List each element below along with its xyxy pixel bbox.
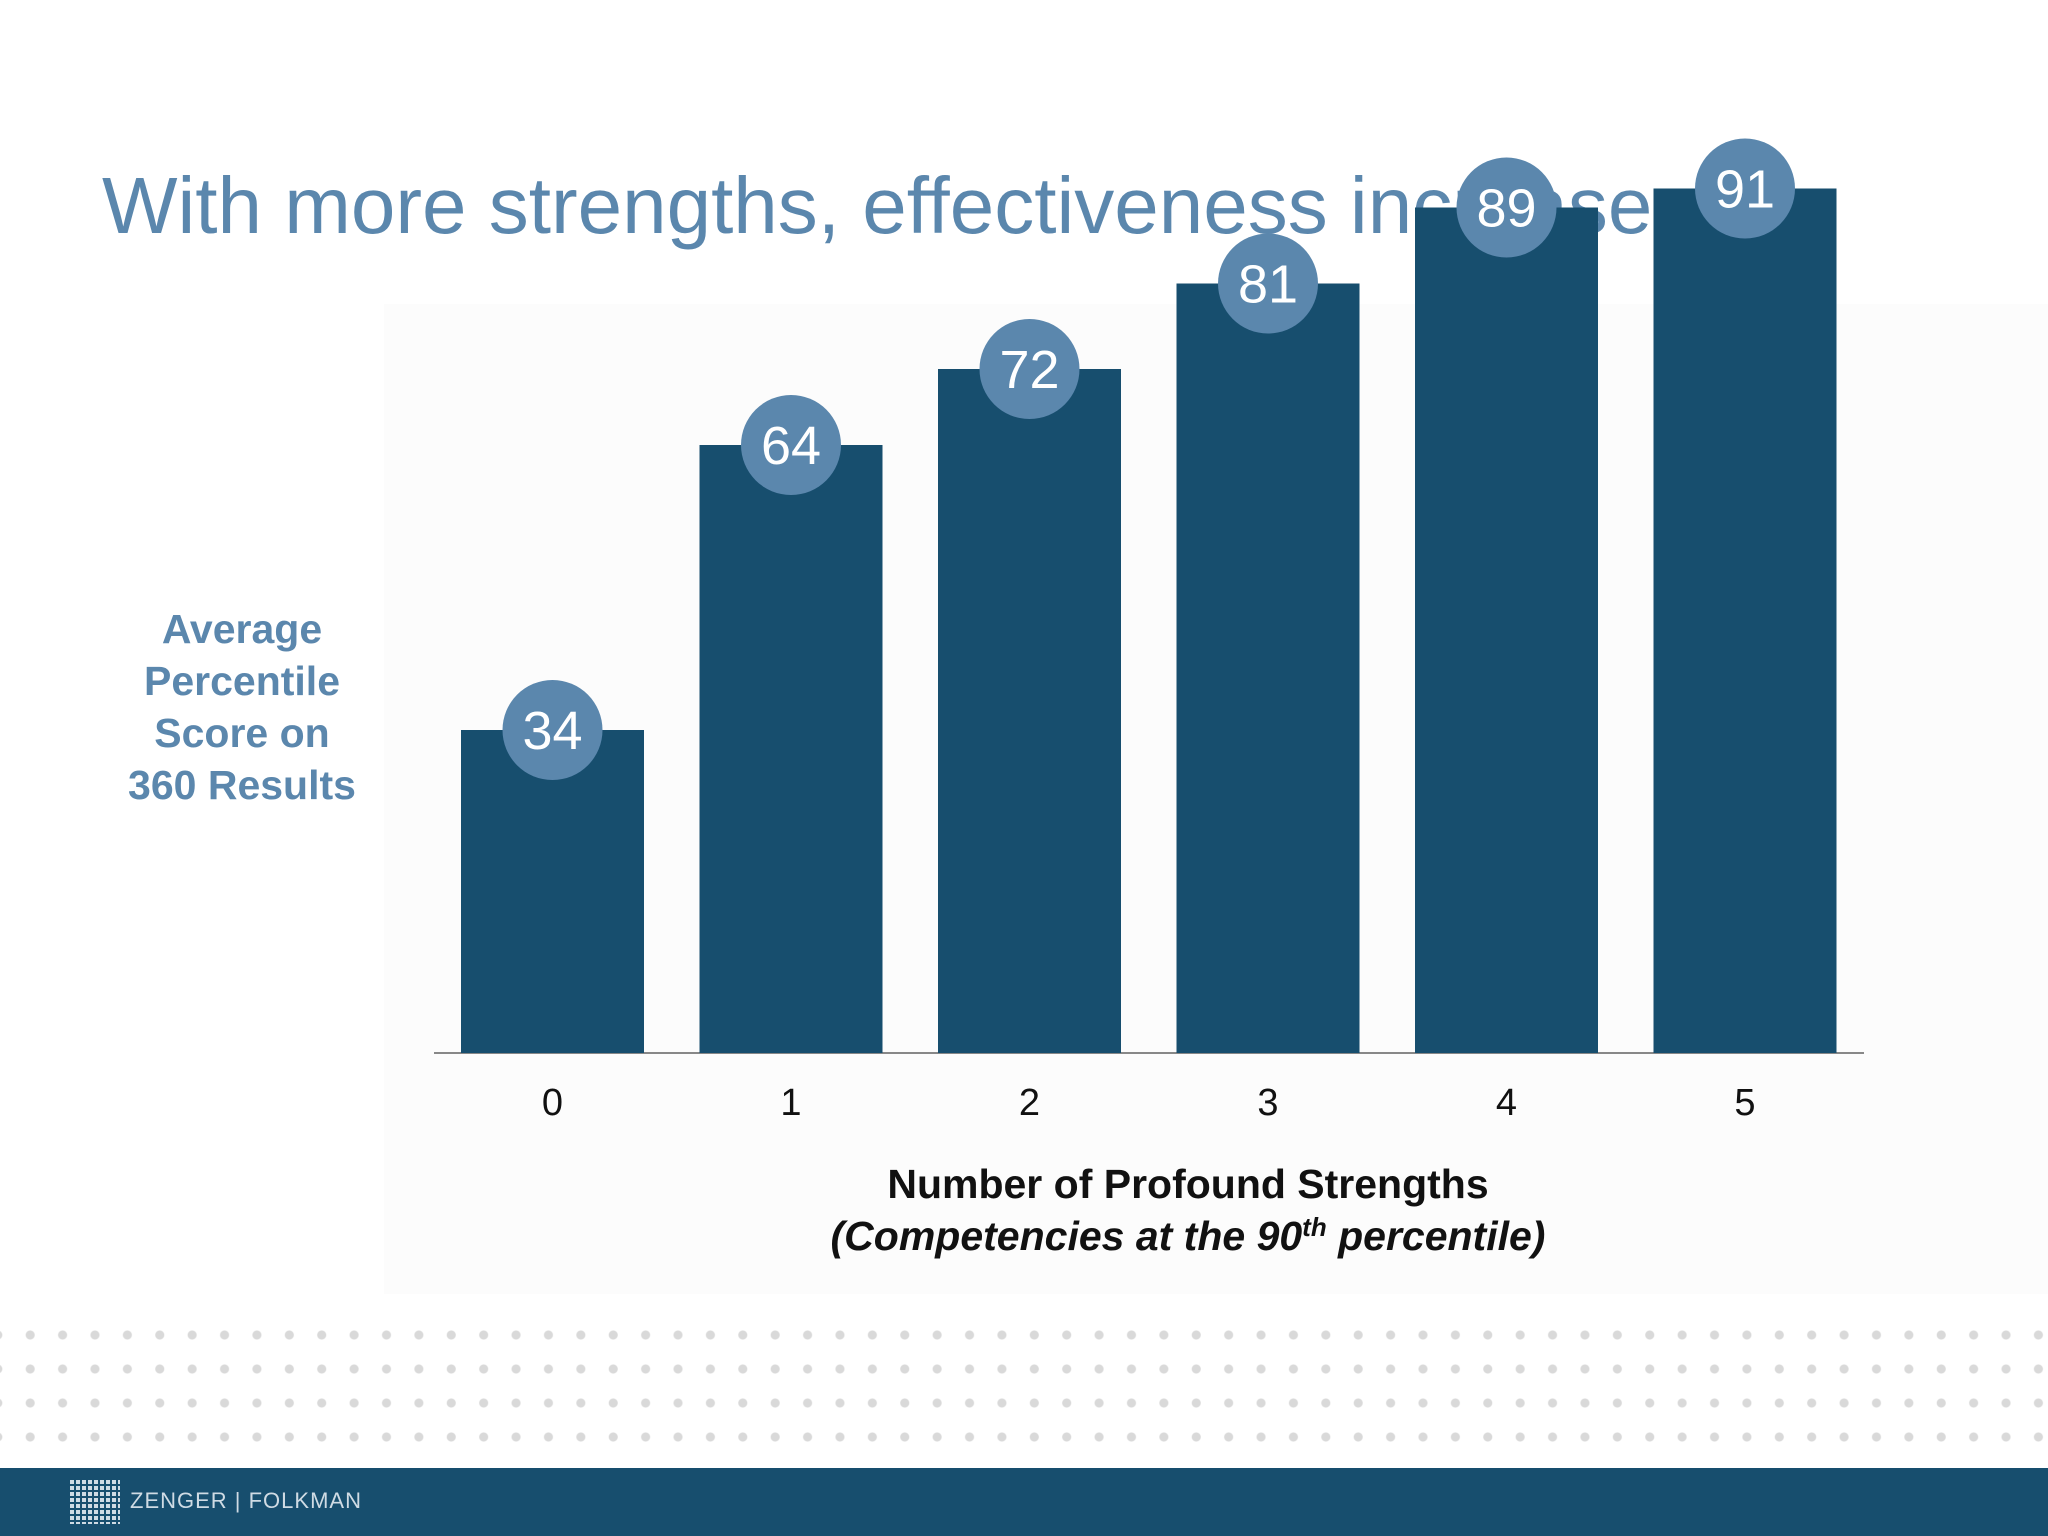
y-axis-label-line-4: 360 Results: [128, 762, 356, 808]
x-axis-title: Number of Profound Strengths: [887, 1161, 1489, 1207]
data-label-3: 81: [1238, 255, 1298, 315]
value-badge-2: [979, 319, 1080, 419]
x-axis-subtitle-prefix: (Competencies at the 90: [830, 1213, 1303, 1259]
x-tick-label-1: 1: [780, 1082, 801, 1124]
x-axis-label: Number of Profound Strengths (Competenci…: [680, 1158, 1696, 1262]
x-tick-label-4: 4: [1496, 1082, 1517, 1124]
y-axis-label-line-3: Score on: [154, 710, 330, 756]
data-label-5: 91: [1715, 160, 1775, 220]
x-tick-label-0: 0: [542, 1082, 563, 1124]
x-axis-subtitle-suffix: percentile): [1326, 1213, 1546, 1259]
x-tick-label-3: 3: [1257, 1082, 1278, 1124]
bar-1: [699, 445, 883, 1053]
bar-3: [1176, 283, 1360, 1053]
x-axis-subtitle-sup: th: [1302, 1212, 1327, 1242]
decorative-dot-pattern: [0, 1318, 2048, 1450]
value-badge-5: [1695, 138, 1795, 239]
x-axis-subtitle: (Competencies at the 90th percentile): [680, 1210, 1696, 1262]
y-axis-label: Average Percentile Score on 360 Results: [100, 603, 384, 811]
bar-0: [461, 730, 644, 1053]
data-label-4: 89: [1476, 179, 1536, 239]
y-axis-label-line-1: Average: [161, 606, 323, 652]
footer-brand: ZENGER | FOLKMAN: [130, 1488, 362, 1513]
data-label-1: 64: [761, 416, 821, 476]
value-badge-3: [1218, 233, 1318, 334]
value-badge-4: [1456, 157, 1557, 258]
footer-bar: ZENGER | FOLKMAN: [0, 1468, 2048, 1536]
data-label-2: 72: [999, 340, 1059, 400]
data-label-0: 34: [522, 701, 582, 761]
value-badge-1: [741, 395, 841, 495]
y-axis-label-line-2: Percentile: [144, 658, 340, 704]
bar-2: [938, 369, 1121, 1053]
bar-4: [1415, 207, 1598, 1053]
x-tick-label-2: 2: [1019, 1082, 1040, 1124]
zenger-folkman-logo-icon: [68, 1480, 120, 1524]
bar-5: [1653, 188, 1837, 1053]
x-tick-label-5: 5: [1734, 1082, 1755, 1124]
value-badge-0: [502, 680, 603, 780]
